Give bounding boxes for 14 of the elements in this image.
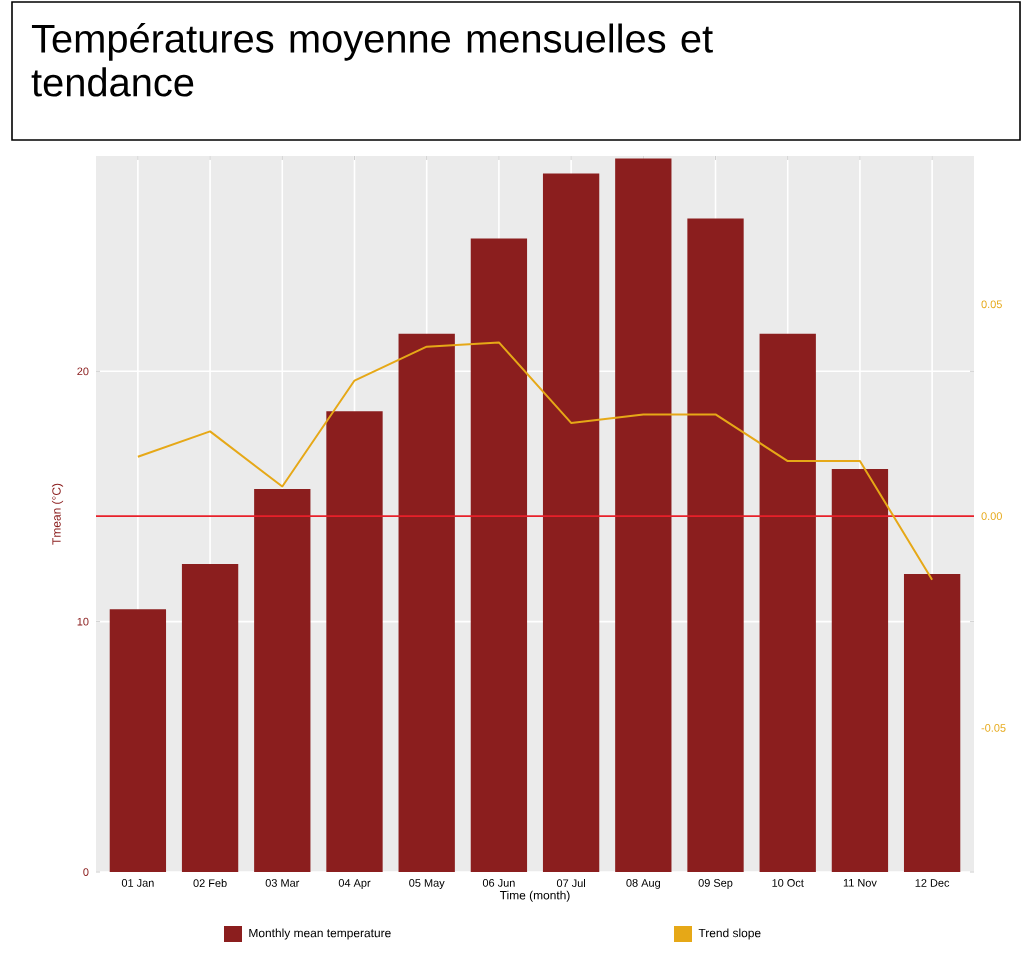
- bar: [181, 564, 239, 873]
- bar: [254, 488, 311, 873]
- bar: [470, 238, 528, 873]
- bar: [542, 173, 600, 873]
- bar: [831, 468, 889, 873]
- bar: [326, 411, 383, 873]
- chart-title: Températures moyenne mensuelles et tendance: [31, 23, 713, 97]
- bar: [903, 574, 961, 873]
- bar: [759, 333, 816, 873]
- bar: [615, 158, 672, 873]
- bar: [687, 218, 744, 873]
- line-series: [136, 341, 934, 581]
- bar: [398, 333, 455, 873]
- bar: [109, 609, 167, 873]
